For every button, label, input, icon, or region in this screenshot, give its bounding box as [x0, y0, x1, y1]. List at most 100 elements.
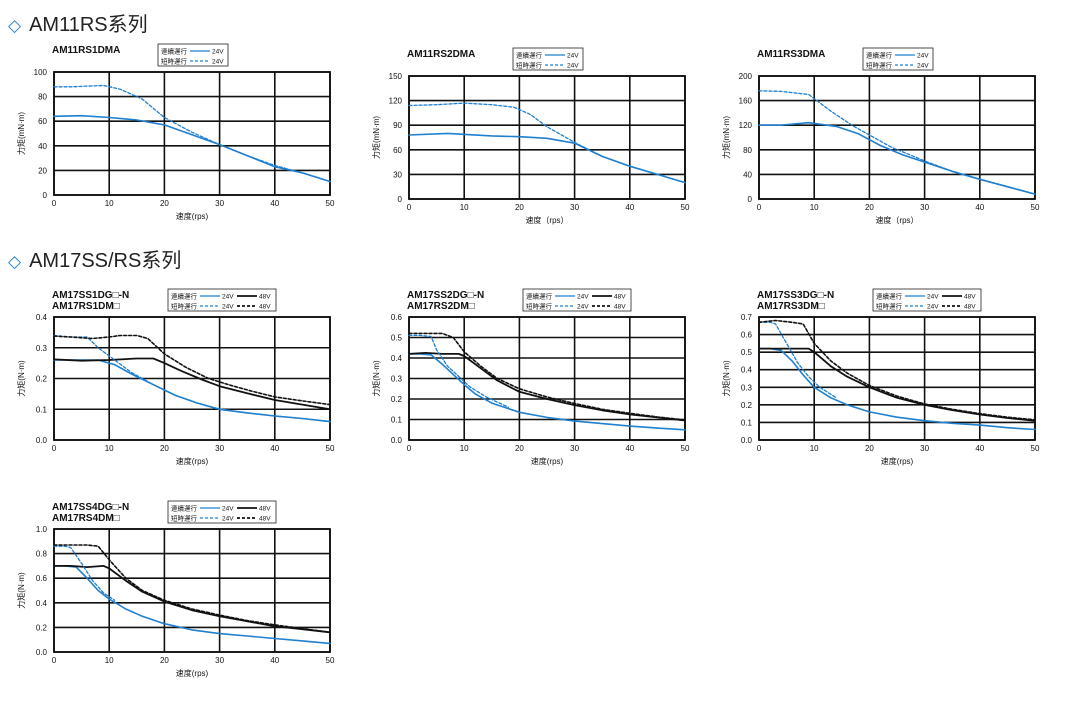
chart-svg: AM11RS2DMA 連續運行 24V 短時運行 24V 0 30 60 90 120 150 0 10…	[371, 47, 690, 225]
y-tick-label: 0.5	[391, 334, 403, 343]
y-tick-label: 0.5	[741, 348, 753, 357]
chart-title: AM17RS3DM□	[757, 301, 825, 312]
chart-title: AM17SS4DG□-N	[52, 502, 129, 513]
y-tick-label: 0.0	[36, 648, 48, 657]
y-tick-label: 40	[38, 142, 47, 151]
legend-voltage: 48V	[259, 294, 271, 301]
chart-svg: AM11RS3DMA 連續運行 24V 短時運行 24V 0 40 80 120 160 200 0 1…	[721, 47, 1040, 225]
diamond-icon: ◇	[8, 252, 22, 271]
y-tick-label: 20	[38, 166, 47, 175]
chart-am11rs1dma: AM11RS1DMA 連續運行 24V 短時運行 24V 0 20 40 60 80 100 0 10 2…	[0, 38, 340, 263]
x-tick-label: 50	[326, 656, 335, 665]
series-line	[53, 565, 331, 634]
y-tick-label: 60	[393, 146, 402, 155]
y-tick-label: 40	[743, 170, 752, 179]
y-tick-label: 0.0	[36, 436, 48, 445]
chart-title: AM11RS1DMA	[52, 45, 120, 56]
chart-title: AM17RS1DM□	[52, 301, 120, 312]
y-tick-label: 0.2	[36, 375, 48, 384]
x-tick-label: 10	[105, 656, 114, 665]
x-tick-label: 20	[865, 203, 874, 212]
chart-am11rs3dma: AM11RS3DMA 連續運行 24V 短時運行 24V 0 40 80 120 160 200 0 1…	[705, 42, 1045, 267]
y-tick-label: 80	[743, 146, 752, 155]
series-line	[408, 132, 686, 184]
y-axis-label: 力矩(mN·m)	[721, 116, 731, 159]
section-title-am17: ◇ AM17SS/RS系列	[8, 244, 181, 273]
x-tick-label: 40	[270, 444, 279, 453]
y-tick-label: 0	[748, 195, 753, 204]
x-tick-label: 0	[52, 444, 57, 453]
y-tick-label: 0.4	[391, 354, 403, 363]
series-line	[53, 565, 331, 645]
y-tick-label: 0.3	[741, 383, 753, 392]
plot-frame	[408, 316, 686, 441]
series-line	[408, 332, 686, 421]
legend-label: 連續運行	[526, 292, 553, 301]
x-tick-label: 20	[515, 203, 524, 212]
x-axis-label: 速度(rps)	[176, 456, 209, 466]
series-line	[758, 319, 1036, 421]
y-tick-label: 0.1	[741, 418, 753, 427]
legend-label: 短時運行	[171, 302, 198, 311]
plot-frame	[758, 316, 1036, 441]
x-tick-label: 30	[215, 444, 224, 453]
y-tick-label: 1.0	[36, 525, 48, 534]
chart-title: AM11RS2DMA	[407, 49, 475, 60]
x-tick-label: 20	[515, 444, 524, 453]
chart-title: AM17RS4DM□	[52, 513, 120, 524]
legend-label: 短時運行	[161, 57, 188, 66]
x-tick-label: 30	[215, 656, 224, 665]
x-tick-label: 40	[625, 203, 634, 212]
chart-am17ss3: AM17SS3DG□-N AM17RS3DM□ 連續運行 24V 48V 短時運行 24V 4…	[705, 283, 1045, 508]
series-line	[758, 90, 1036, 195]
x-tick-label: 0	[757, 203, 762, 212]
series-line	[53, 334, 331, 406]
series-line	[408, 334, 510, 408]
legend-label: 短時運行	[516, 61, 543, 70]
x-axis-label: 速度（rps）	[525, 215, 568, 225]
x-axis-label: 速度(rps)	[176, 211, 209, 221]
legend-label: 連續運行	[876, 292, 903, 301]
x-axis-label: 速度(rps)	[881, 456, 914, 466]
chart-am11rs2dma: AM11RS2DMA 連續運行 24V 短時運行 24V 0 30 60 90 120 150 0 10…	[355, 42, 695, 267]
chart-am17ss1: AM17SS1DG□-N AM17RS1DM□ 連續運行 24V 48V 短時運行 24V 4…	[0, 283, 340, 508]
legend-label: 連續運行	[161, 47, 188, 56]
y-axis-label: 力矩(N·m)	[16, 360, 26, 397]
section-title-text: AM17SS/RS系列	[29, 250, 182, 272]
legend-box	[512, 47, 584, 71]
plot-frame	[408, 75, 686, 200]
series-line	[53, 359, 331, 423]
chart-title: AM17SS2DG□-N	[407, 290, 484, 301]
y-tick-label: 200	[739, 72, 753, 81]
y-tick-label: 0.2	[391, 395, 403, 404]
y-tick-label: 0.6	[36, 574, 48, 583]
series-line	[758, 347, 1036, 422]
legend-voltage: 48V	[964, 304, 976, 311]
series-line	[758, 347, 1036, 431]
legend-voltage: 24V	[927, 294, 939, 301]
x-tick-label: 20	[160, 444, 169, 453]
x-tick-label: 10	[810, 203, 819, 212]
y-tick-label: 160	[739, 97, 753, 106]
chart-am17ss2: AM17SS2DG□-N AM17RS2DM□ 連續運行 24V 48V 短時運行 24V 4…	[355, 283, 695, 508]
legend-voltage: 48V	[614, 294, 626, 301]
x-tick-label: 30	[920, 444, 929, 453]
legend-voltage: 24V	[917, 53, 929, 60]
x-tick-label: 40	[975, 444, 984, 453]
y-tick-label: 0.7	[741, 313, 753, 322]
legend-voltage: 24V	[212, 59, 224, 66]
x-tick-label: 0	[52, 199, 57, 208]
series-line	[408, 102, 686, 184]
series-line	[408, 353, 686, 431]
y-axis-label: 力矩(mN·m)	[16, 112, 26, 155]
legend-voltage: 24V	[222, 506, 234, 513]
x-tick-label: 40	[975, 203, 984, 212]
y-tick-label: 120	[739, 121, 753, 130]
x-tick-label: 30	[215, 199, 224, 208]
legend-voltage: 24V	[222, 294, 234, 301]
y-tick-label: 0.0	[741, 436, 753, 445]
series-line	[758, 321, 837, 399]
x-tick-label: 10	[460, 203, 469, 212]
y-tick-label: 0.4	[36, 599, 48, 608]
plot-frame	[53, 71, 331, 196]
